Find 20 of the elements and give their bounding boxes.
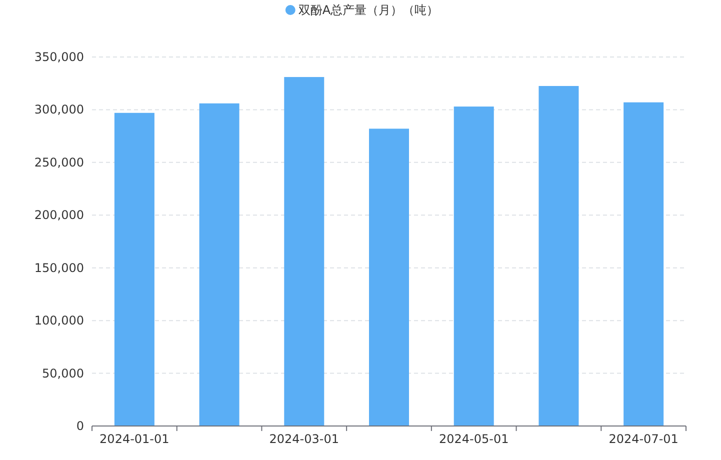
x-tick-label: 2024-03-01 (269, 432, 340, 446)
x-tick-label: 2024-07-01 (608, 432, 678, 446)
y-tick-label: 300,000 (34, 102, 84, 117)
bar (284, 77, 324, 426)
y-tick-label: 0 (76, 419, 84, 433)
y-tick-label: 350,000 (34, 50, 84, 64)
x-tick-label: 2024-05-01 (438, 432, 509, 446)
y-tick-label: 150,000 (34, 260, 84, 275)
y-tick-label: 50,000 (42, 366, 84, 380)
bar (114, 112, 154, 426)
bar (369, 128, 409, 426)
bar (624, 102, 664, 426)
bar (454, 106, 494, 426)
legend: 双酚A总产量（月）（吨） (285, 3, 439, 17)
y-tick-label: 100,000 (34, 314, 84, 328)
bar (199, 103, 240, 426)
x-tick-label: 2024-01-01 (100, 432, 170, 446)
y-tick-label: 200,000 (34, 208, 84, 222)
bar (538, 86, 579, 426)
y-tick-label: 250,000 (34, 155, 84, 170)
